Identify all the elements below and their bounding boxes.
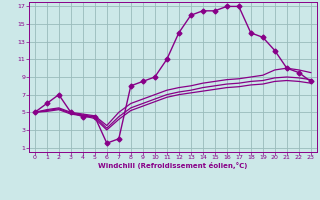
X-axis label: Windchill (Refroidissement éolien,°C): Windchill (Refroidissement éolien,°C) <box>98 162 247 169</box>
